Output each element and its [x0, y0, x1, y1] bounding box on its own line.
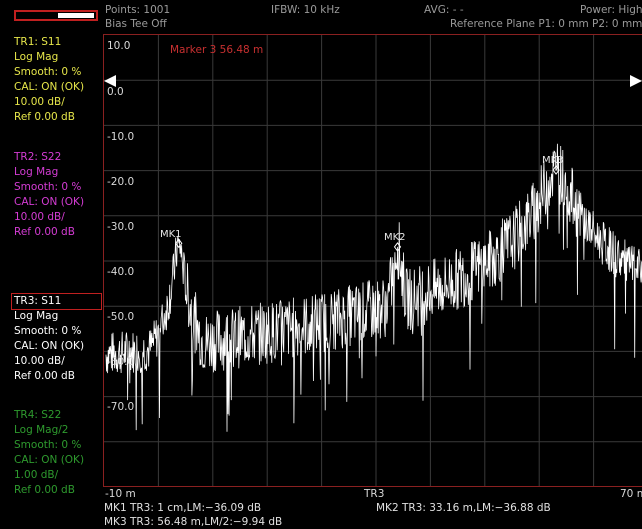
x-stop-label: 70 m: [620, 488, 642, 500]
trace-4-ref: Ref 0.00 dB: [14, 484, 75, 496]
active-marker-readout: Marker 3 56.48 m: [170, 44, 264, 56]
y-tick-label: -70.0: [107, 401, 135, 413]
battery-indicator: [14, 10, 98, 21]
y-tick-label: -10.0: [107, 131, 135, 143]
trace-4-info[interactable]: TR4: S22 Log Mag/2 Smooth: 0 % CAL: ON (…: [14, 408, 84, 498]
y-tick-label: 10.0: [107, 40, 131, 52]
reference-plane-label: Reference Plane P1: 0 mm P2: 0 mm: [450, 18, 642, 30]
trace-3-ref: Ref 0.00 dB: [14, 370, 75, 382]
trace-3-polyline: [105, 143, 642, 432]
y-tick-label: -30.0: [107, 221, 135, 233]
trace-4-cal: CAL: ON (OK): [14, 454, 85, 466]
x-start-label: -10 m: [105, 488, 136, 500]
marker-glyphs: [175, 165, 560, 252]
trace-3-selection-box: [11, 293, 102, 310]
trace-3-smooth: Smooth: 0 %: [14, 325, 82, 337]
x-center-label: TR3: [364, 488, 385, 500]
trace-1-info[interactable]: TR1: S11 Log Mag Smooth: 0 % CAL: ON (OK…: [14, 35, 84, 125]
status-bar: Points: 1001 Bias Tee Off IFBW: 10 kHz A…: [0, 0, 642, 34]
bias-tee-label: Bias Tee Off: [105, 18, 167, 30]
marker-2-label[interactable]: MK2: [384, 232, 406, 243]
trace-1-cal: CAL: ON (OK): [14, 81, 85, 93]
trace-4-scale: 1.00 dB/: [14, 469, 59, 481]
plot-frame: [103, 34, 642, 487]
trace-3-format: Log Mag: [14, 310, 59, 322]
trace-2-format: Log Mag: [14, 166, 59, 178]
trace-2-name: TR2: S22: [14, 151, 62, 163]
trace-2-cal: CAL: ON (OK): [14, 196, 85, 208]
y-tick-label: -60.0: [107, 356, 135, 368]
trace-1-scale: 10.00 dB/: [14, 96, 65, 108]
trace-3-name: TR3: S11: [14, 295, 62, 307]
marker-1-readout: MK1 TR3: 1 cm,LM:−36.09 dB: [104, 502, 262, 514]
trace-4-name: TR4: S22: [14, 409, 62, 421]
marker-1-label[interactable]: MK1: [160, 229, 182, 240]
points-label: Points: 1001: [105, 4, 171, 16]
trace-3-line: [105, 143, 642, 432]
trace-2-smooth: Smooth: 0 %: [14, 181, 82, 193]
ifbw-label: IFBW: 10 kHz: [271, 4, 340, 16]
y-tick-label: 0.0: [107, 86, 124, 98]
trace-1-smooth: Smooth: 0 %: [14, 66, 82, 78]
reference-right-arrow-icon: [630, 75, 642, 87]
marker-3-diamond-icon: [552, 165, 560, 175]
marker-1-diamond-icon: [175, 238, 183, 249]
trace-3-cal: CAL: ON (OK): [14, 340, 85, 352]
trace-1-name: TR1: S11: [14, 36, 62, 48]
trace-3-scale: 10.00 dB/: [14, 355, 65, 367]
y-tick-label: -40.0: [107, 266, 135, 278]
trace-2-ref: Ref 0.00 dB: [14, 226, 75, 238]
trace-2-scale: 10.00 dB/: [14, 211, 65, 223]
marker-3-label[interactable]: MK3: [542, 155, 564, 166]
trace-4-smooth: Smooth: 0 %: [14, 439, 82, 451]
trace-1-format: Log Mag: [14, 51, 59, 63]
marker-2-readout: MK2 TR3: 33.16 m,LM:−36.88 dB: [376, 502, 551, 514]
trace-4-format: Log Mag/2: [14, 424, 69, 436]
trace-1-ref: Ref 0.00 dB: [14, 111, 75, 123]
marker-3-readout: MK3 TR3: 56.48 m,LM/2:−9.94 dB: [104, 516, 283, 528]
power-label: Power: High: [580, 4, 642, 16]
reference-left-arrow-icon: [104, 75, 116, 87]
trace-3-info[interactable]: TR3: S11 Log Mag Smooth: 0 % CAL: ON (OK…: [14, 294, 84, 384]
y-tick-label: -20.0: [107, 176, 135, 188]
avg-label: AVG: - -: [424, 4, 464, 16]
trace-2-info[interactable]: TR2: S22 Log Mag Smooth: 0 % CAL: ON (OK…: [14, 150, 84, 240]
marker-2-diamond-icon: [393, 242, 402, 252]
y-tick-label: -50.0: [107, 311, 135, 323]
